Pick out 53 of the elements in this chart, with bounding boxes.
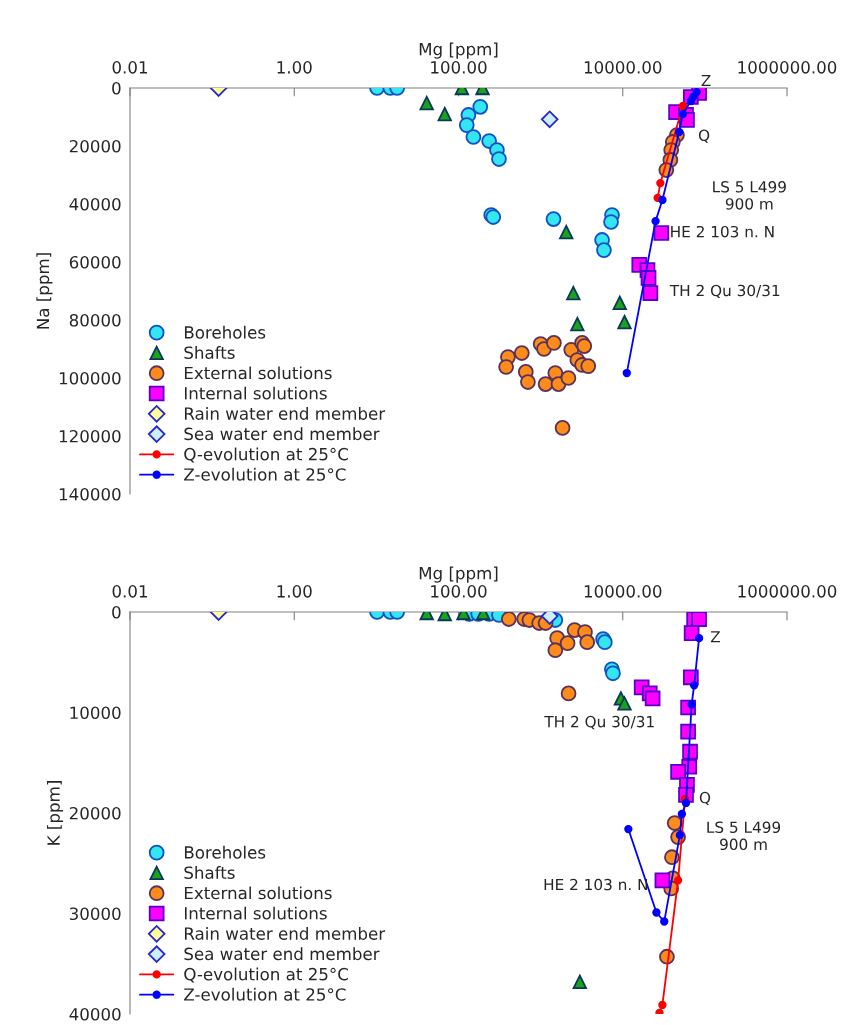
legend-label: Rain water end member [184,926,386,940]
x-tick-label: 10000.00 [584,585,662,598]
y-axis-title: K [ppm] [46,781,64,845]
x-tick-label: 100.00 [431,61,487,74]
y-tick-label: 20000 [69,806,121,820]
y-tick-label: 140000 [59,487,121,501]
annotation: LS 5 L499 900 m [707,821,781,851]
legend-label: Sea water end member [184,427,380,441]
annotation: Q [698,129,710,143]
legend-label: External solutions [184,886,332,900]
y-tick-label: 0 [112,605,121,619]
legend-label: Shafts [184,346,235,359]
legend-label: Rain water end member [184,406,386,420]
legend-label: Internal solutions [184,906,327,920]
annotation: Q [699,791,711,806]
y-tick-label: 0 [112,81,121,95]
annotation: TH 2 Qu 30/31 [544,715,654,730]
x-tick-label: 0.01 [112,61,148,74]
x-tick-label: 100.00 [431,585,487,598]
x-tick-label: 1000000.00 [738,61,837,74]
y-tick-label: 20000 [69,139,121,153]
legend-label: Internal solutions [184,386,327,400]
y-tick-label: 60000 [69,255,121,269]
legend-label: Sea water end member [184,947,380,961]
annotation: Z [710,631,720,643]
x-tick-label: 10000.00 [584,61,662,74]
y-tick-label: 40000 [69,1007,121,1021]
annotation: HE 2 103 n. N [544,878,648,891]
x-axis-title: Mg [ppm] [419,42,498,59]
y-tick-label: 40000 [69,197,121,211]
x-axis-title: Mg [ppm] [419,566,498,583]
annotation: Z [701,74,711,87]
y-axis-title: Na [ppm] [36,253,53,329]
y-tick-label: 30000 [69,907,121,921]
legend-label: External solutions [184,366,332,380]
y-tick-label: 80000 [69,313,121,327]
legend-label: Q-evolution at 25°C [184,967,348,983]
x-tick-label: 1000000.00 [738,585,837,598]
y-tick-label: 120000 [59,429,121,443]
x-tick-label: 1.00 [277,61,312,74]
annotation: TH 2 Qu 30/31 [669,284,780,299]
legend-label: Boreholes [184,845,266,859]
legend-label: Boreholes [184,325,266,339]
legend-label: Shafts [184,866,235,879]
legend-label: Z-evolution at 25°C [184,467,346,481]
legend-label: Q-evolution at 25°C [184,447,348,463]
y-tick-label: 100000 [59,371,121,385]
x-tick-label: 0.01 [112,585,148,598]
legend-label: Z-evolution at 25°C [184,987,346,1001]
y-tick-label: 10000 [70,706,121,720]
annotation: LS 5 L499 900 m [713,181,786,210]
annotation: HE 2 103 n. N [671,225,774,238]
x-tick-label: 1.00 [277,585,312,598]
